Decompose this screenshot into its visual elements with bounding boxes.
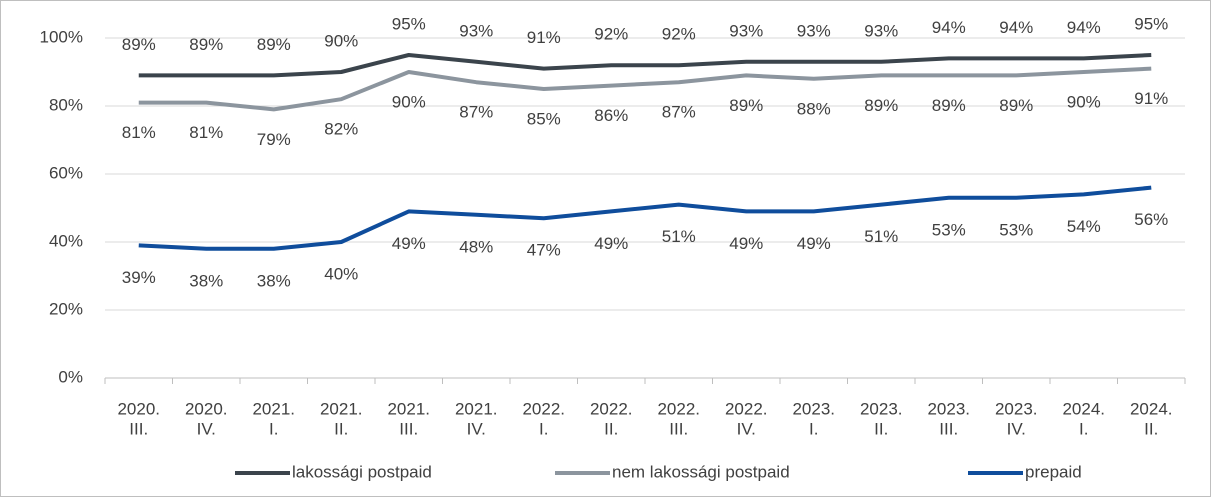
- x-tick-label: III.: [939, 419, 958, 438]
- data-label: 89%: [729, 96, 763, 115]
- data-label: 88%: [797, 99, 831, 118]
- x-tick-label: IV.: [737, 419, 756, 438]
- x-tick-label: 2024.: [1062, 399, 1105, 418]
- data-label: 94%: [1067, 18, 1101, 37]
- y-tick-label: 100%: [40, 27, 83, 46]
- y-tick-label: 80%: [49, 95, 83, 114]
- data-label: 87%: [662, 103, 696, 122]
- y-tick-label: 40%: [49, 231, 83, 250]
- data-label: 85%: [527, 109, 561, 128]
- data-label: 49%: [729, 234, 763, 253]
- x-tick-label: 2023.: [792, 399, 835, 418]
- x-tick-label: II.: [334, 419, 348, 438]
- data-label: 91%: [1134, 89, 1168, 108]
- data-label: 38%: [257, 271, 291, 290]
- data-label: 82%: [324, 120, 358, 139]
- x-tick-label: II.: [874, 419, 888, 438]
- data-label: 53%: [932, 220, 966, 239]
- series-line: [138, 185, 1152, 251]
- data-label: 86%: [594, 106, 628, 125]
- x-tick-label: III.: [399, 419, 418, 438]
- x-tick-label: I.: [809, 419, 818, 438]
- data-label: 94%: [932, 18, 966, 37]
- x-tick-label: 2020.: [117, 399, 160, 418]
- data-label: 95%: [1134, 14, 1168, 33]
- data-label: 81%: [189, 123, 223, 142]
- x-tick-label: III.: [129, 419, 148, 438]
- x-tick-label: III.: [669, 419, 688, 438]
- x-tick-label: 2023.: [995, 399, 1038, 418]
- data-label: 93%: [797, 21, 831, 40]
- x-tick-label: 2021.: [387, 399, 430, 418]
- data-label: 93%: [729, 21, 763, 40]
- data-label: 38%: [189, 271, 223, 290]
- x-tick-label: 2021.: [252, 399, 295, 418]
- data-label: 95%: [392, 14, 426, 33]
- data-label: 87%: [459, 103, 493, 122]
- data-label: 51%: [864, 227, 898, 246]
- x-tick-label: II.: [1144, 419, 1158, 438]
- data-label: 93%: [864, 21, 898, 40]
- data-label: 56%: [1134, 210, 1168, 229]
- data-label: 90%: [324, 31, 358, 50]
- series-line: [138, 53, 1152, 78]
- x-tick-label: I.: [269, 419, 278, 438]
- data-label: 90%: [392, 92, 426, 111]
- data-label: 54%: [1067, 217, 1101, 236]
- x-tick-label: I.: [1079, 419, 1088, 438]
- data-label: 92%: [594, 25, 628, 44]
- y-tick-label: 0%: [58, 367, 83, 386]
- legend-label: lakossági postpaid: [292, 462, 432, 481]
- x-tick-label: 2021.: [320, 399, 363, 418]
- data-label: 39%: [122, 268, 156, 287]
- data-label: 40%: [324, 264, 358, 283]
- data-label: 89%: [932, 96, 966, 115]
- data-label: 89%: [122, 35, 156, 54]
- legend-label: prepaid: [1025, 462, 1082, 481]
- data-label: 81%: [122, 123, 156, 142]
- x-tick-label: I.: [539, 419, 548, 438]
- x-tick-label: 2023.: [927, 399, 970, 418]
- x-tick-label: 2022.: [522, 399, 565, 418]
- data-label: 79%: [257, 130, 291, 149]
- data-label: 90%: [1067, 92, 1101, 111]
- x-tick-label: 2020.: [185, 399, 228, 418]
- data-label: 89%: [257, 35, 291, 54]
- data-label: 94%: [999, 18, 1033, 37]
- data-label: 91%: [527, 28, 561, 47]
- data-label: 93%: [459, 21, 493, 40]
- data-label: 49%: [594, 234, 628, 253]
- series-line: [138, 66, 1152, 112]
- data-label: 89%: [999, 96, 1033, 115]
- x-tick-label: 2022.: [725, 399, 768, 418]
- x-tick-label: 2021.: [455, 399, 498, 418]
- data-label: 48%: [459, 237, 493, 256]
- x-tick-label: IV.: [1007, 419, 1026, 438]
- data-label: 89%: [864, 96, 898, 115]
- x-tick-label: 2023.: [860, 399, 903, 418]
- data-label: 49%: [797, 234, 831, 253]
- data-label: 49%: [392, 234, 426, 253]
- data-label: 89%: [189, 35, 223, 54]
- y-tick-label: 60%: [49, 163, 83, 182]
- data-label: 53%: [999, 220, 1033, 239]
- x-tick-label: II.: [604, 419, 618, 438]
- x-tick-label: 2022.: [590, 399, 633, 418]
- x-tick-label: IV.: [467, 419, 486, 438]
- data-label: 51%: [662, 227, 696, 246]
- x-tick-label: 2024.: [1130, 399, 1173, 418]
- data-label: 47%: [527, 241, 561, 260]
- x-tick-label: 2022.: [657, 399, 700, 418]
- y-tick-label: 20%: [49, 299, 83, 318]
- legend-label: nem lakossági postpaid: [612, 462, 790, 481]
- data-label: 92%: [662, 25, 696, 44]
- x-tick-label: IV.: [197, 419, 216, 438]
